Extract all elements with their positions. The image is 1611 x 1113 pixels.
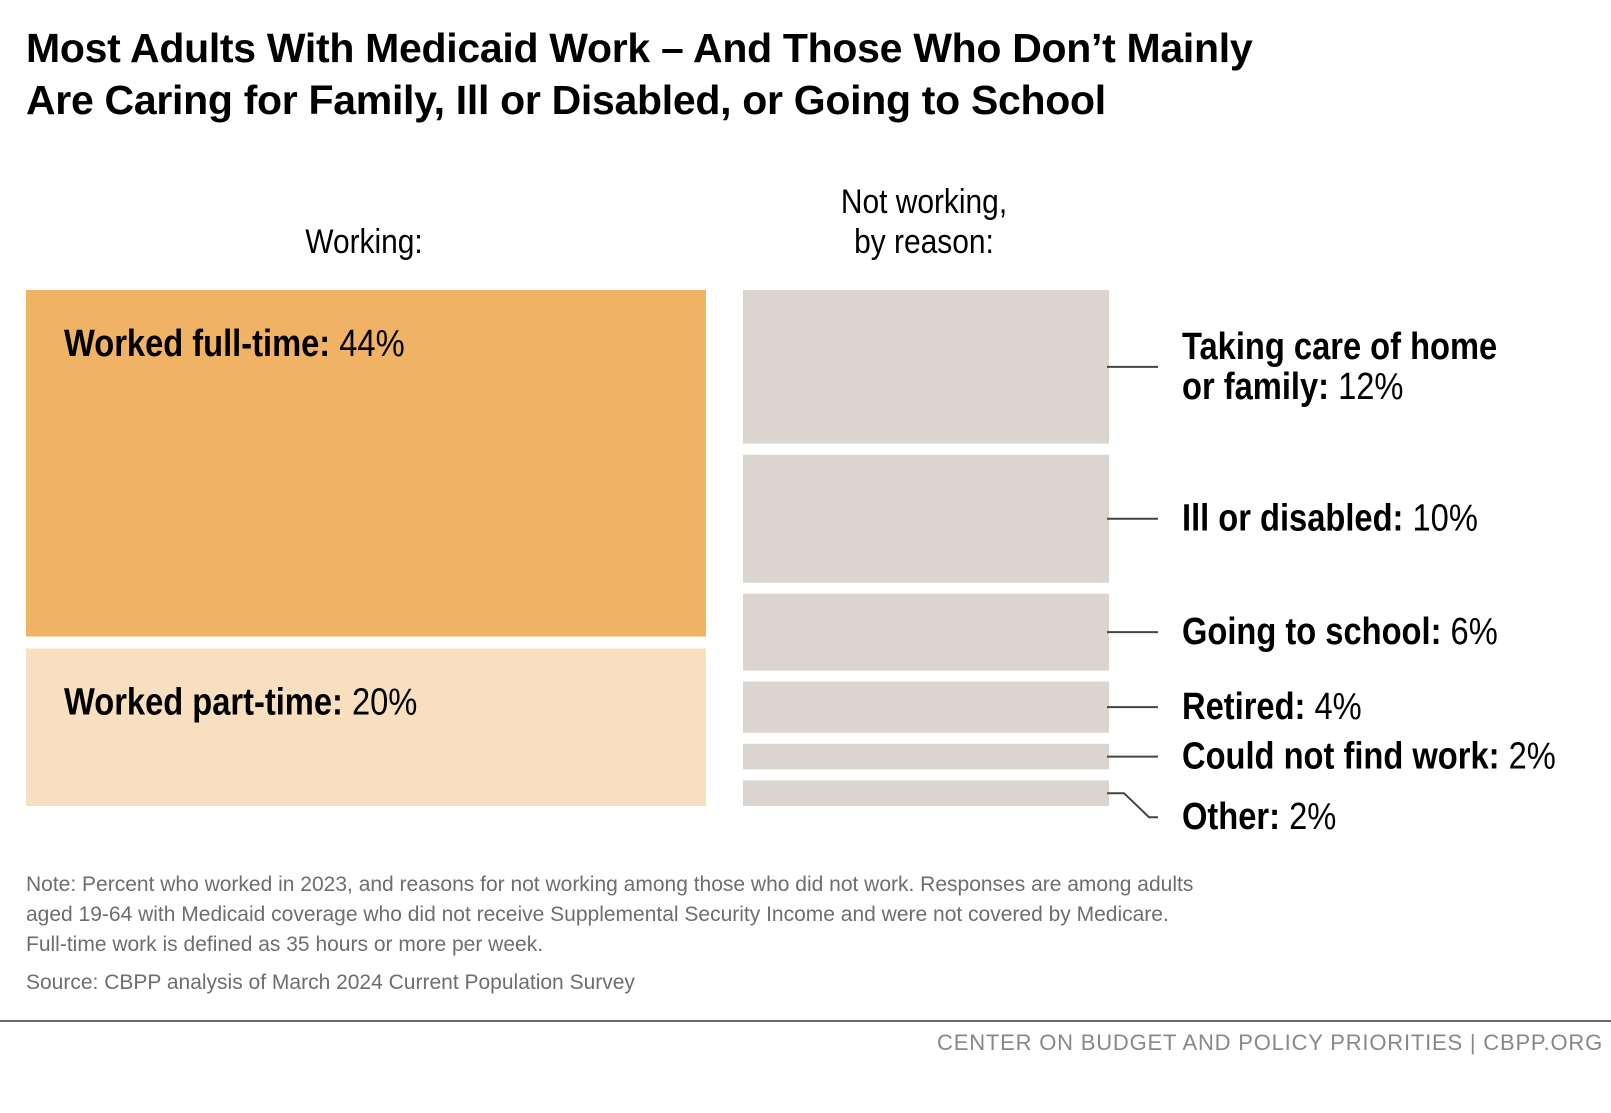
not-working-retired-block (743, 681, 1109, 733)
footer-credit: CENTER ON BUDGET AND POLICY PRIORITIES |… (937, 1030, 1603, 1055)
not-working-could-not-find-work-block (743, 743, 1109, 770)
not-working-home-or-family-block (743, 290, 1109, 444)
reason-label-retired-line-1: Retired: 4% (1182, 685, 1362, 728)
segment-label: Worked full-time: (64, 322, 330, 365)
not-working-other-block (743, 780, 1109, 806)
reason-label: Retired: (1182, 685, 1305, 728)
reason-label-going-to-school-line-1: Going to school: 6% (1182, 610, 1498, 653)
reason-label: Going to school: (1182, 610, 1441, 653)
reason-label: or family: (1182, 365, 1329, 408)
reason-value: 4% (1305, 685, 1361, 728)
working-column-heading: Working: (232, 222, 496, 262)
worked-part-time-block (26, 648, 706, 806)
reason-label-could-not-find-work-line-1: Could not find work: 2% (1182, 734, 1556, 777)
reason-label-ill-or-disabled-line-1: Ill or disabled: 10% (1182, 496, 1478, 539)
chart-title-line-2: Are Caring for Family, Ill or Disabled, … (26, 77, 1106, 123)
not-working-ill-or-disabled-block (743, 454, 1109, 583)
footer-divider (0, 1020, 1611, 1022)
chart-source: Source: CBPP analysis of March 2024 Curr… (26, 971, 635, 994)
segment-label: Worked part-time: (64, 680, 343, 723)
reason-value: 6% (1441, 610, 1497, 653)
reason-label: Ill or disabled: (1182, 496, 1403, 539)
working-heading-line-1: Working: (305, 223, 423, 261)
chart-title-line-1: Most Adults With Medicaid Work – And Tho… (26, 25, 1253, 71)
segment-value: 44% (330, 322, 404, 365)
reason-label-home-or-family-line-2: or family: 12% (1182, 365, 1403, 408)
reason-label: Other: (1182, 795, 1280, 838)
not-working-column-heading: Not working, by reason: (792, 182, 1056, 262)
note-line-2: aged 19-64 with Medicaid coverage who di… (26, 903, 1169, 926)
reason-label-home-or-family-line-1: Taking care of home (1182, 325, 1497, 368)
reason-label: Taking care of home (1182, 325, 1497, 368)
not-working-heading-line-2: by reason: (854, 223, 994, 261)
reason-label: Could not find work: (1182, 734, 1499, 777)
chart-title: Most Adults With Medicaid Work – And Tho… (26, 22, 1586, 126)
leader-line-other (1107, 792, 1158, 819)
note-line-1: Note: Percent who worked in 2023, and re… (26, 873, 1194, 896)
not-working-going-to-school-block (743, 593, 1109, 671)
reason-value: 10% (1403, 496, 1477, 539)
segment-value: 20% (343, 680, 417, 723)
stacked-block-chart: Worked full-time: 44% Worked part-time: 2… (26, 290, 1556, 838)
not-working-heading-line-1: Not working, (840, 183, 1008, 221)
worked-full-time-label: Worked full-time: 44% (64, 322, 405, 365)
note-line-3: Full-time work is defined as 35 hours or… (26, 933, 544, 956)
reason-label-other-line-1: Other: 2% (1182, 795, 1336, 838)
reason-value: 12% (1329, 365, 1403, 408)
worked-part-time-label: Worked part-time: 20% (64, 680, 417, 723)
reason-value: 2% (1499, 734, 1555, 777)
reason-value: 2% (1280, 795, 1336, 838)
worked-full-time-block (26, 290, 706, 637)
chart-note: Note: Percent who worked in 2023, and re… (26, 870, 1566, 960)
